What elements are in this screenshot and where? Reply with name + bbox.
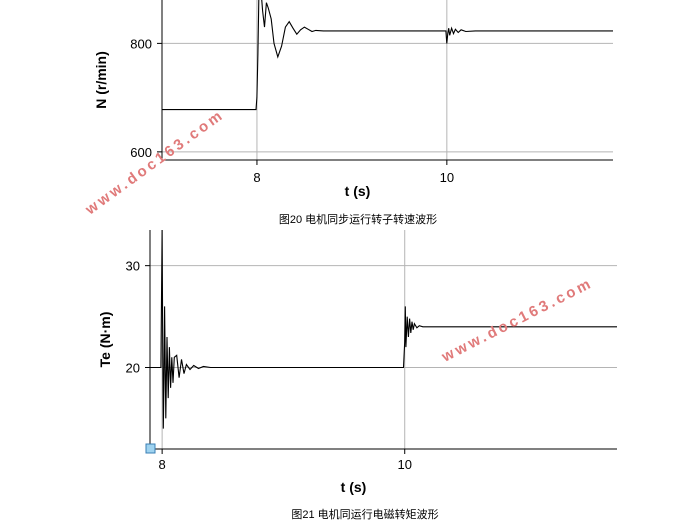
y-tick-label: 600 — [130, 145, 152, 160]
series-line — [150, 230, 617, 429]
x-tick-label: 8 — [159, 457, 166, 472]
x-tick-label: 10 — [397, 457, 411, 472]
series-line — [162, 0, 613, 111]
y-tick-label: 800 — [130, 36, 152, 51]
x-axis-label: t (s) — [345, 183, 371, 199]
y-axis-label: N (r/min) — [93, 51, 109, 109]
y-tick-label: 20 — [126, 361, 140, 376]
chart-1: 600 800 8 10 t (s) N (r/min) 图20 电机同步运行转子转速波形 — [93, 0, 613, 226]
x-tick-label: 8 — [253, 170, 260, 185]
watermark-text: www.doc163.com — [82, 106, 228, 219]
y-axis-label: Te (N·m) — [97, 312, 113, 368]
x-tick-label: 10 — [440, 170, 454, 185]
chart-2: 20 30 8 10 t (s) Te (N·m) 图21 电机同运行电磁转矩波形 — [97, 230, 617, 521]
x-axis-label: t (s) — [341, 479, 367, 495]
selection-handle — [145, 443, 156, 454]
y-tick-label: 30 — [126, 259, 140, 274]
figure-caption: 图20 电机同步运行转子转速波形 — [279, 212, 437, 226]
watermark-text: www.doc163.com — [438, 274, 596, 366]
figure-caption: 图21 电机同运行电磁转矩波形 — [291, 507, 438, 521]
